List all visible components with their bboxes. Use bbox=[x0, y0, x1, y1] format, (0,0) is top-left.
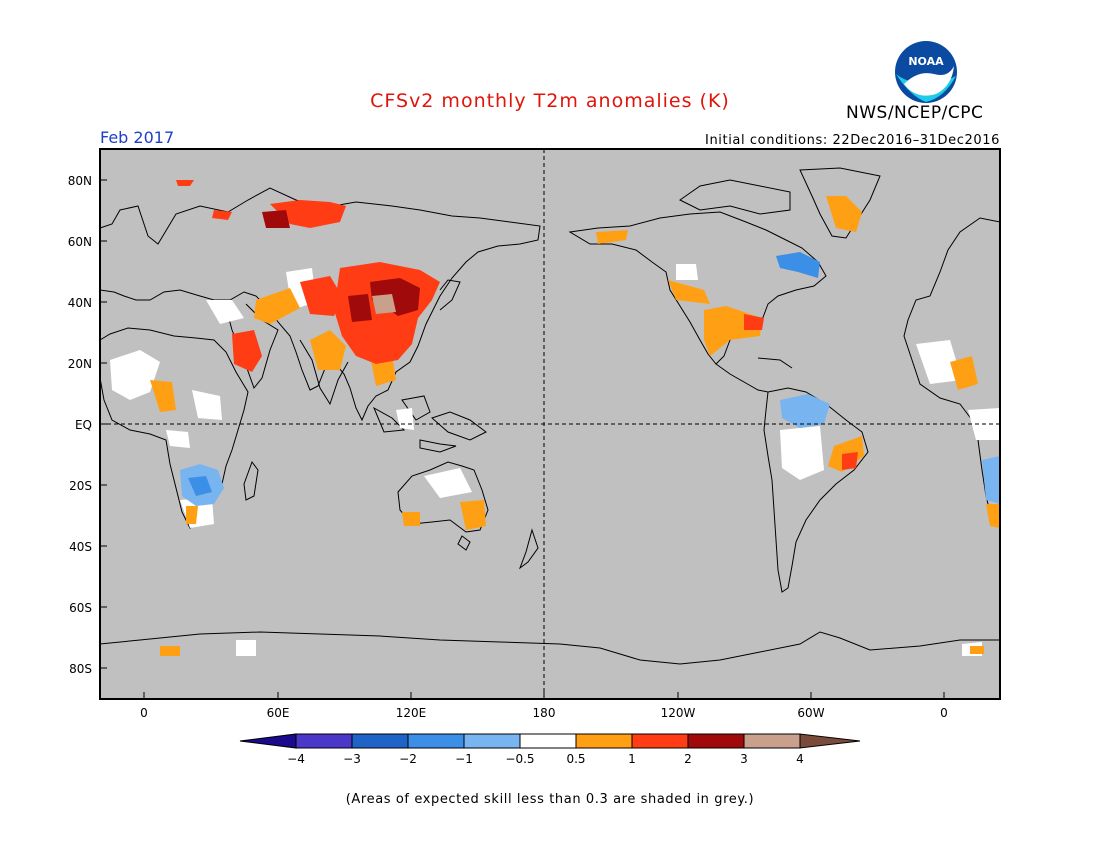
lat-label: 40N bbox=[68, 296, 92, 310]
lat-label: 20N bbox=[68, 357, 92, 371]
lat-label: 40S bbox=[69, 540, 92, 554]
lon-label: 0 bbox=[140, 706, 148, 720]
lat-label: 20S bbox=[69, 479, 92, 493]
lon-label: 180 bbox=[533, 706, 556, 720]
agency-label: NWS/NCEP/CPC bbox=[846, 103, 984, 123]
longitude-axis: 0 60E 120E 180 120W 60W 0 bbox=[140, 692, 948, 720]
map-title: CFSv2 monthly T2m anomalies (K) bbox=[370, 90, 730, 112]
lat-label: EQ bbox=[75, 418, 92, 432]
lat-label: 60S bbox=[69, 601, 92, 615]
lon-label: 0 bbox=[940, 706, 948, 720]
lat-label: 60N bbox=[68, 235, 92, 249]
skill-footnote: (Areas of expected skill less than 0.3 a… bbox=[345, 792, 755, 807]
latitude-axis: 80N 60N 40N 20N EQ 20S 40S 60S 80S bbox=[68, 174, 107, 676]
lat-label: 80S bbox=[69, 662, 92, 676]
anomaly-patches bbox=[110, 180, 1000, 656]
lon-label: 120E bbox=[396, 706, 427, 720]
forecast-period: Feb 2017 bbox=[100, 128, 175, 147]
coastlines bbox=[99, 167, 1001, 665]
lat-label: 80N bbox=[68, 174, 92, 188]
noaa-logo-text: NOAA bbox=[908, 55, 944, 68]
noaa-logo: NOAA bbox=[894, 40, 958, 104]
initial-conditions: Initial conditions: 22Dec2016–31Dec2016 bbox=[705, 133, 1000, 148]
lon-label: 60W bbox=[797, 706, 824, 720]
lon-label: 60E bbox=[267, 706, 290, 720]
lon-label: 120W bbox=[661, 706, 696, 720]
